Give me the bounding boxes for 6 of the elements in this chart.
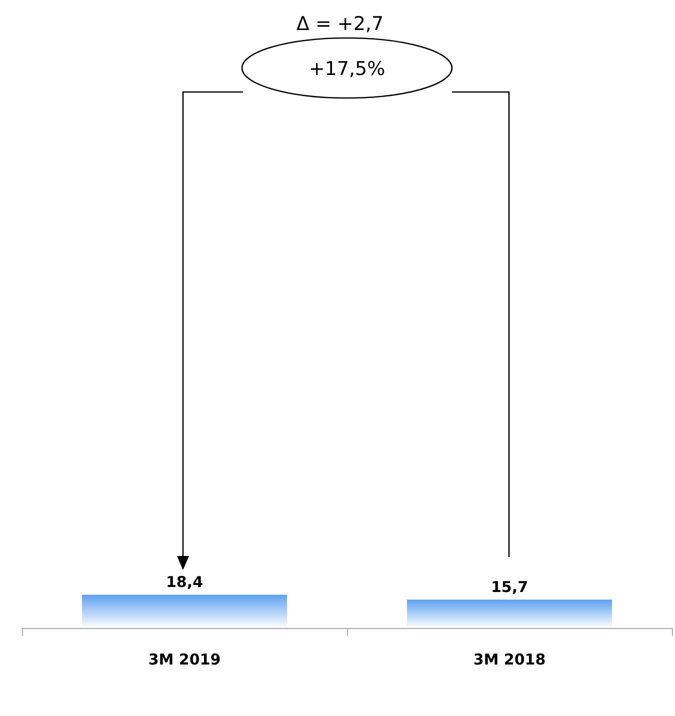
text: Δ = +2,7 [296,13,384,35]
data-label: 15,7 [490,578,528,596]
x-tick-label: 3M 2019 [148,650,221,668]
data-label: 18,4 [166,573,204,592]
text: +17,5% [308,58,386,80]
x-tick-label: 3M 2018 [473,650,546,668]
